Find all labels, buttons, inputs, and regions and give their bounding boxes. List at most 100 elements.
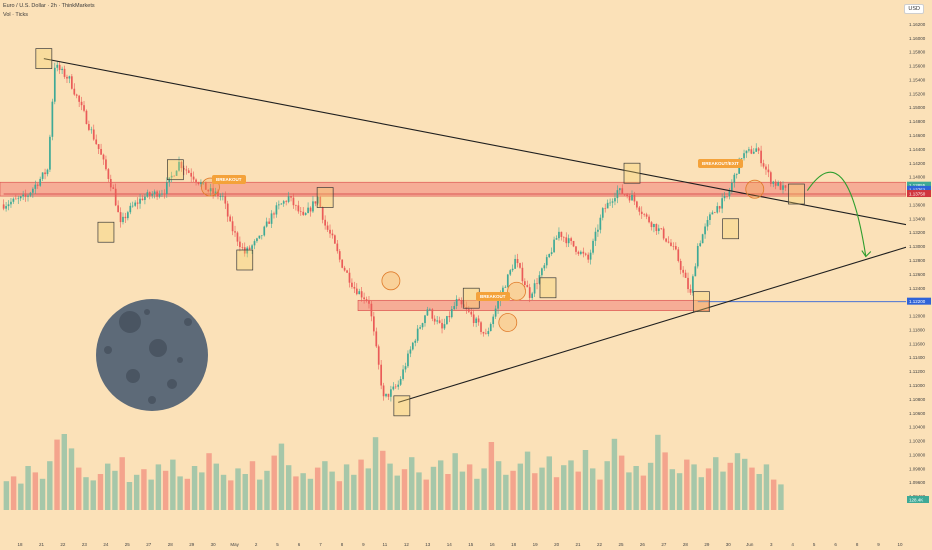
trendline-descending xyxy=(43,58,910,226)
price-tick-label: 1.13000 xyxy=(909,244,926,249)
price-tick-label: 1.11000 xyxy=(909,383,925,388)
volume-bar xyxy=(133,474,140,510)
candle-body xyxy=(470,311,473,315)
candle xyxy=(653,223,655,233)
candle-body xyxy=(209,188,212,192)
candle-body xyxy=(88,124,90,130)
candle-body xyxy=(32,188,34,193)
candle xyxy=(273,211,275,219)
candle-body xyxy=(638,207,641,212)
candle-body xyxy=(129,205,132,213)
moon-crater xyxy=(148,396,156,404)
candle-body xyxy=(433,318,436,322)
candle xyxy=(723,192,726,202)
candle xyxy=(80,96,83,111)
volume-bar xyxy=(126,482,133,510)
candle-body xyxy=(22,194,24,197)
candle xyxy=(280,203,283,205)
candle xyxy=(541,267,543,278)
time-tick-label: 7 xyxy=(319,542,322,547)
volume-bar xyxy=(495,461,502,510)
candle xyxy=(689,284,692,295)
candle xyxy=(377,344,380,370)
candle xyxy=(251,244,253,254)
candle xyxy=(562,236,565,243)
price-badge-label: 1.13855 xyxy=(909,183,926,188)
candle-body xyxy=(321,206,324,220)
candle-body xyxy=(316,197,319,204)
candle-body xyxy=(158,194,161,197)
volume-bar xyxy=(235,468,241,510)
candle xyxy=(275,202,278,218)
volume-bar xyxy=(257,479,263,510)
candle-body xyxy=(416,328,419,341)
candle-body xyxy=(219,196,222,197)
candle xyxy=(421,322,424,330)
candle xyxy=(431,308,434,322)
candle-body xyxy=(70,76,73,89)
candle xyxy=(146,189,149,198)
candle-body xyxy=(706,219,709,227)
candle xyxy=(341,259,344,269)
candle xyxy=(163,189,166,199)
candle-body xyxy=(414,340,417,343)
candle-body xyxy=(80,101,83,106)
volume-bar xyxy=(611,438,618,510)
candle xyxy=(365,296,368,303)
volume-bar xyxy=(423,479,429,510)
volume-bar xyxy=(546,456,552,510)
candle-body xyxy=(10,201,12,205)
volume-bar xyxy=(481,468,487,510)
volume-bar xyxy=(742,458,748,510)
candle xyxy=(316,196,319,206)
candle xyxy=(492,314,495,328)
candle-body xyxy=(497,300,499,309)
candle-body xyxy=(467,309,470,312)
candle xyxy=(175,170,178,176)
candle xyxy=(504,285,507,288)
candle-body xyxy=(502,287,504,296)
candle-body xyxy=(387,393,390,397)
candle xyxy=(460,297,463,308)
highlight-circle xyxy=(381,271,401,291)
time-tick-label: 21 xyxy=(576,542,582,547)
volume-bar xyxy=(300,473,306,510)
candle xyxy=(85,109,88,125)
candle xyxy=(324,215,326,230)
candle xyxy=(285,199,288,206)
currency-button[interactable]: USD xyxy=(904,4,924,14)
volume-bar xyxy=(32,472,39,510)
candle xyxy=(95,134,98,145)
candle xyxy=(334,234,336,244)
price-tick-label: 1.10000 xyxy=(909,452,926,457)
candle-body xyxy=(606,202,609,209)
candle xyxy=(631,190,633,201)
candle-body xyxy=(299,211,302,212)
candle-body xyxy=(58,64,61,71)
candle xyxy=(577,250,580,256)
candle-body xyxy=(66,76,68,79)
candle-body xyxy=(577,251,580,254)
price-tick-label: 1.11400 xyxy=(909,355,925,360)
candle xyxy=(127,210,129,221)
candle-body xyxy=(365,299,368,301)
breakout-label-1: BREAKOUT xyxy=(212,175,246,184)
candle-body xyxy=(187,170,190,173)
candle xyxy=(453,301,456,311)
candle xyxy=(180,160,183,172)
candle xyxy=(582,247,585,258)
candle-body xyxy=(46,169,49,175)
candle-body xyxy=(480,322,482,332)
candle-body xyxy=(560,231,563,237)
candle-body xyxy=(307,207,309,214)
candle-body xyxy=(275,205,278,215)
candle xyxy=(117,200,119,213)
candle xyxy=(187,168,190,174)
candle xyxy=(696,243,699,269)
candle xyxy=(229,214,232,222)
candle xyxy=(455,295,458,310)
candle-body xyxy=(134,202,137,206)
candle xyxy=(295,204,297,211)
time-tick-label: 28 xyxy=(683,542,689,547)
